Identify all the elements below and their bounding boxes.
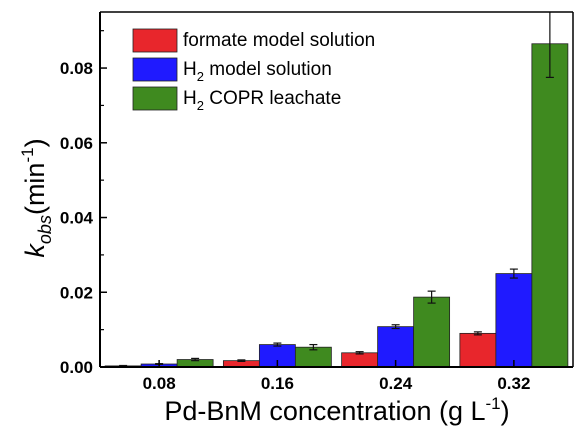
- x-tick-label-0.32: 0.32: [497, 374, 530, 393]
- error-bar-series1-0.24: [355, 351, 364, 355]
- legend-label: formate model solution: [183, 30, 375, 51]
- x-axis-title-close: ): [501, 396, 510, 426]
- y-axis-title-k: k: [20, 243, 50, 258]
- x-tick-label-0.08: 0.08: [143, 374, 176, 393]
- x-tick-label-0.24: 0.24: [379, 374, 413, 393]
- legend-swatch: [132, 57, 178, 82]
- y-tick-label: 0.02: [60, 283, 93, 302]
- ticks-layer: 0.00 0.02 0.04 0.06 0.08 0.08 0.16 0.24 0.32: [60, 30, 530, 393]
- error-bar-series2-0.16: [273, 342, 282, 347]
- bar-series1-0.24: [341, 352, 379, 368]
- x-axis-title-main: Pd-BnM concentration (g L: [164, 396, 485, 426]
- x-axis-title-superscript: -1: [486, 394, 501, 413]
- bar-series2-0.32: [495, 273, 533, 368]
- axes-layer: [99, 11, 574, 368]
- legend-label: H2 model solution: [183, 59, 332, 84]
- legend-label: H2 COPR leachate: [183, 88, 341, 113]
- y-axis-title: kobs(min-1): [18, 138, 55, 257]
- y-tick-label: 0.06: [60, 134, 93, 153]
- error-bar-series3-0.08: [191, 357, 200, 362]
- y-axis-title-unit: (min: [20, 163, 50, 216]
- legend-item-3: H2 COPR leachate: [132, 86, 341, 113]
- bar-series1-0.32: [459, 332, 497, 368]
- y-tick-label: 0.04: [60, 209, 94, 228]
- y-axis-title-superscript: -1: [18, 147, 37, 162]
- legend-item-2: H2 model solution: [132, 57, 332, 84]
- legend: formate model solution H2 model solution H…: [132, 28, 375, 113]
- error-bar-series2-0.32: [509, 268, 518, 279]
- error-bar-series2-0.24: [391, 324, 400, 330]
- error-bar-series1-0.32: [473, 331, 482, 336]
- legend-swatch: [132, 86, 178, 111]
- x-axis-title: Pd-BnM concentration (g L-1): [164, 394, 509, 426]
- y-axis-title-subscript: obs: [35, 215, 55, 244]
- error-bar-series1-0.16: [237, 359, 246, 362]
- error-bar-series3-0.24: [427, 290, 436, 304]
- error-bar-series3-0.32: [545, 12, 554, 78]
- legend-swatch: [132, 28, 178, 53]
- bar-series3-0.24: [413, 296, 451, 368]
- y-tick-label: 0.00: [60, 358, 93, 377]
- y-tick-label: 0.08: [60, 59, 93, 78]
- error-bar-series3-0.16: [309, 343, 318, 351]
- x-tick-label-0.16: 0.16: [261, 374, 294, 393]
- y-axis-title-close: ): [20, 138, 50, 147]
- bars-layer: [104, 43, 569, 368]
- bar-series3-0.32: [531, 43, 569, 368]
- error-bars-layer: [119, 12, 554, 367]
- legend-item-1: formate model solution: [132, 28, 375, 53]
